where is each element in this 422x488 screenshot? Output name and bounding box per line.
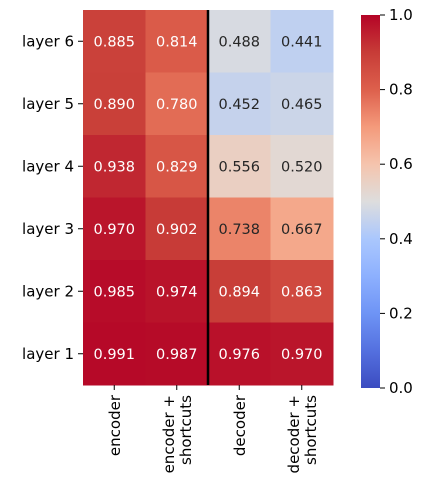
heatmap-cell (208, 135, 271, 198)
heatmap-cells (83, 10, 334, 386)
heatmap-cell (83, 72, 146, 136)
column-tick-label: encoder +shortcuts (160, 395, 195, 474)
colorbar-tick-label: 0.0 (389, 379, 413, 397)
cell-value-label: 0.520 (281, 159, 323, 175)
cell-value-label: 0.863 (281, 284, 323, 300)
row-tick-label: layer 4 (22, 157, 74, 175)
cell-value-label: 0.465 (281, 97, 323, 113)
row-tick-label: layer 1 (22, 345, 74, 363)
cell-value-label: 0.885 (93, 34, 135, 50)
cell-value-label: 0.976 (218, 347, 260, 363)
cell-value-label: 0.902 (156, 222, 198, 238)
row-tick-label: layer 2 (22, 282, 74, 300)
colorbar: 0.0 0.2 0.4 0.6 0.8 1.0 (361, 6, 413, 397)
heatmap-cell (208, 10, 271, 73)
heatmap-cell (208, 197, 271, 261)
heatmap-cell (145, 197, 209, 261)
heatmap-cell (270, 72, 334, 136)
cell-value-label: 0.987 (156, 347, 198, 363)
heatmap-cell (270, 10, 334, 73)
cell-value-label: 0.780 (156, 97, 198, 113)
row-tick-label: layer 6 (22, 32, 74, 50)
colorbar-tick-label: 0.8 (389, 81, 413, 99)
heatmap-cell (83, 260, 146, 323)
cell-value-label: 0.556 (218, 159, 260, 175)
heatmap-cell (208, 322, 271, 386)
heatmap-cell (145, 322, 209, 386)
row-tick-label: layer 3 (22, 220, 74, 238)
row-axis: layer 6 layer 5 layer 4 layer 3 layer 2 layer… (22, 32, 83, 363)
cell-value-label: 0.890 (93, 97, 135, 113)
heatmap-cell (145, 10, 209, 73)
heatmap-cell (145, 260, 209, 323)
cell-value-labels: 0.885 0.814 0.488 0.441 0.890 0.780 0.452 0.465… (93, 34, 322, 363)
colorbar-tick-label: 0.6 (389, 155, 413, 173)
heatmap-cell (83, 197, 146, 261)
colorbar-tick-label: 0.2 (389, 304, 413, 322)
cell-value-label: 0.667 (281, 222, 323, 238)
cell-value-label: 0.985 (93, 284, 135, 300)
cell-value-label: 0.829 (156, 159, 198, 175)
heatmap-cell (83, 10, 146, 73)
heatmap-cell (83, 322, 146, 386)
cell-value-label: 0.974 (156, 284, 198, 300)
colorbar-tick-label: 1.0 (389, 6, 413, 24)
cell-value-label: 0.441 (281, 34, 323, 50)
cell-value-label: 0.488 (218, 34, 260, 50)
row-tick-label: layer 5 (22, 95, 74, 113)
cell-value-label: 0.894 (218, 284, 260, 300)
heatmap-cell (208, 72, 271, 136)
cell-value-label: 0.970 (93, 222, 135, 238)
cell-value-label: 0.738 (218, 222, 260, 238)
colorbar-tick-label: 0.4 (389, 230, 413, 248)
cell-value-label: 0.814 (156, 34, 198, 50)
column-tick-label: encoder (106, 394, 124, 456)
heatmap-cell (270, 322, 334, 386)
cell-value-label: 0.970 (281, 347, 323, 363)
column-tick-label: decoder +shortcuts (285, 395, 320, 474)
cell-value-label: 0.938 (93, 159, 135, 175)
heatmap-cell (145, 135, 209, 198)
column-tick-label: decoder (231, 394, 249, 456)
heatmap-cell (270, 197, 334, 261)
cell-value-label: 0.991 (93, 347, 135, 363)
heatmap-cell (270, 260, 334, 323)
cell-value-label: 0.452 (218, 97, 260, 113)
column-axis: encoder encoder +shortcuts decoder decoder … (106, 385, 320, 473)
heatmap-cell (208, 260, 271, 323)
heatmap-cell (83, 135, 146, 198)
heatmap-cell (270, 135, 334, 198)
colorbar-gradient (361, 15, 380, 388)
heatmap-cell (145, 72, 209, 136)
